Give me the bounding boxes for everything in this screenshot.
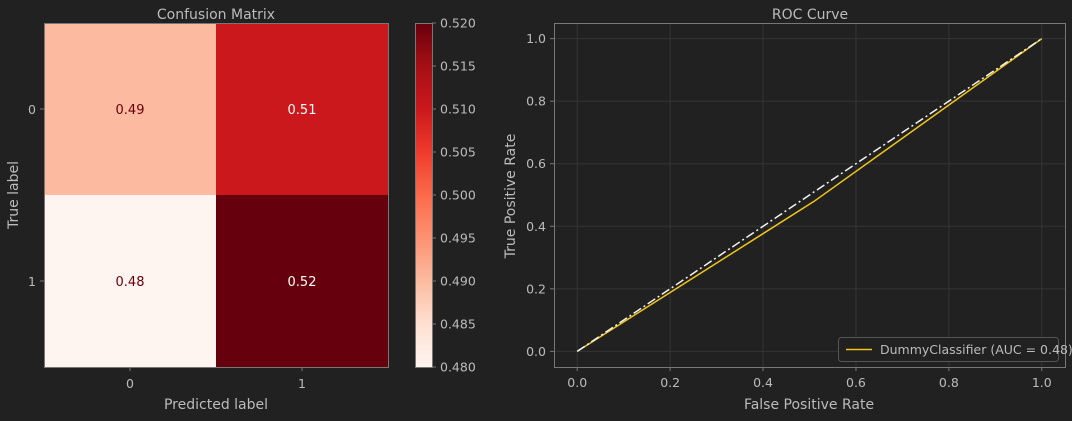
chance-diagonal-line (577, 39, 1042, 352)
cm-cell-value: 0.49 (116, 103, 145, 118)
cm-cell-value: 0.48 (116, 275, 145, 290)
cm-cell-value: 0.52 (288, 275, 317, 290)
colorbar-tick-label: 0.515 (440, 59, 476, 74)
legend-label-dummyclassifier: DummyClassifier (AUC = 0.48) (880, 342, 1072, 357)
colorbar-tick-label: 0.505 (440, 145, 476, 160)
colorbar-tick-label: 0.510 (440, 102, 476, 117)
roc-ytick-label: 1.0 (526, 31, 546, 46)
roc-xlabel: False Positive Rate (744, 397, 874, 413)
colorbar-ticks: 0.480 0.485 0.490 0.495 0.500 0.505 0.510 0.515… (432, 16, 476, 375)
cm-title: Confusion Matrix (157, 7, 275, 23)
colorbar-tick-label: 0.490 (440, 274, 476, 289)
cm-cells: 0.49 0.51 0.48 0.52 (44, 23, 389, 368)
roc-panel: ROC Curve 0.0 0.2 0.4 0.6 0.8 1.0 0.0 0.2 0.4 0.6… (503, 7, 1072, 413)
roc-lines (577, 39, 1042, 352)
roc-legend: DummyClassifier (AUC = 0.48) (839, 338, 1072, 362)
colorbar-tick-label: 0.485 (440, 317, 476, 332)
roc-ylabel: True Positive Rate (503, 134, 519, 260)
roc-xtick-label: 1.0 (1032, 375, 1052, 390)
cm-ytick-label: 1 (28, 274, 36, 289)
roc-xtick-label: 0.2 (660, 375, 680, 390)
confusion-matrix-panel: Confusion Matrix 0.49 0.51 0.48 0.52 0 1 0 1 P… (6, 7, 389, 413)
cm-ylabel: True label (6, 161, 22, 230)
roc-ytick-label: 0.6 (526, 156, 546, 171)
roc-ytick-label: 0.2 (526, 281, 546, 296)
colorbar-tick-label: 0.495 (440, 231, 476, 246)
cm-xtick-label: 1 (298, 376, 306, 391)
cm-ytick-label: 0 (28, 102, 36, 117)
colorbar: 0.480 0.485 0.490 0.495 0.500 0.505 0.510 0.515… (415, 16, 476, 375)
roc-xtick-label: 0.4 (753, 375, 773, 390)
cm-xlabel: Predicted label (164, 397, 268, 413)
roc-title: ROC Curve (772, 7, 848, 23)
roc-ytick-label: 0.8 (526, 94, 546, 109)
roc-xtick-label: 0.6 (846, 375, 866, 390)
roc-ytick-label: 0.0 (526, 344, 546, 359)
colorbar-tick-label: 0.480 (440, 360, 476, 375)
roc-xtick-label: 0.8 (939, 375, 959, 390)
colorbar-tick-label: 0.500 (440, 188, 476, 203)
cm-xtick-label: 0 (126, 376, 134, 391)
colorbar-gradient (415, 23, 432, 367)
colorbar-tick-label: 0.520 (440, 16, 476, 31)
cm-cell-value: 0.51 (288, 103, 317, 118)
roc-ytick-label: 0.4 (526, 219, 546, 234)
roc-xtick-label: 0.0 (567, 375, 587, 390)
